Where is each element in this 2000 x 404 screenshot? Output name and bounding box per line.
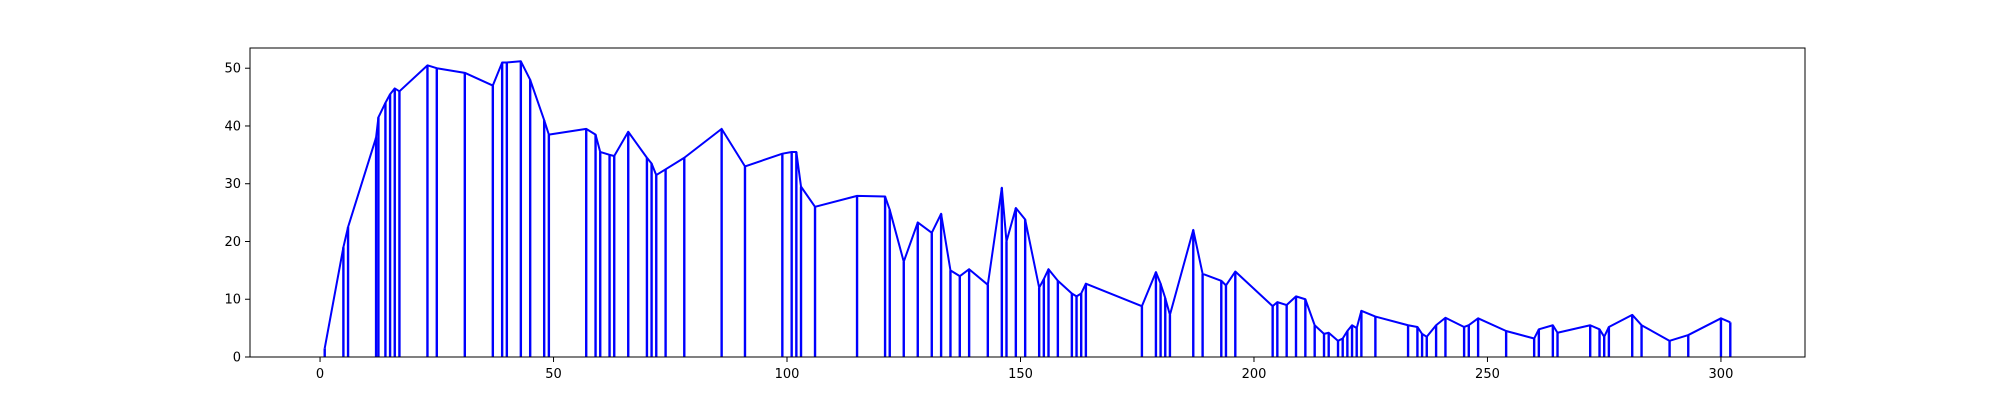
x-tick-label-0: 0 [316, 367, 324, 382]
x-tick-label-1: 50 [545, 367, 562, 382]
y-tick-label-1: 10 [224, 293, 241, 308]
plot-frame [249, 47, 1806, 358]
y-tick-label-3: 30 [224, 177, 241, 192]
x-tick-label-2: 100 [775, 367, 800, 382]
x-tick-label-6: 300 [1709, 367, 1734, 382]
axes-layer: 0 50 100 150 200 250 300 0 10 20 30 40 50 [224, 47, 1806, 382]
y-tick-label-5: 50 [224, 62, 241, 77]
y-tick-label-2: 20 [224, 235, 241, 250]
series-0-line [323, 60, 1731, 349]
x-tick-label-4: 200 [1242, 367, 1267, 382]
series-layer [323, 60, 1732, 357]
y-tick-label-4: 40 [224, 119, 241, 134]
y-tick-label-0: 0 [233, 351, 241, 366]
x-tick-label-3: 150 [1008, 367, 1033, 382]
x-tick-label-5: 250 [1475, 367, 1500, 382]
